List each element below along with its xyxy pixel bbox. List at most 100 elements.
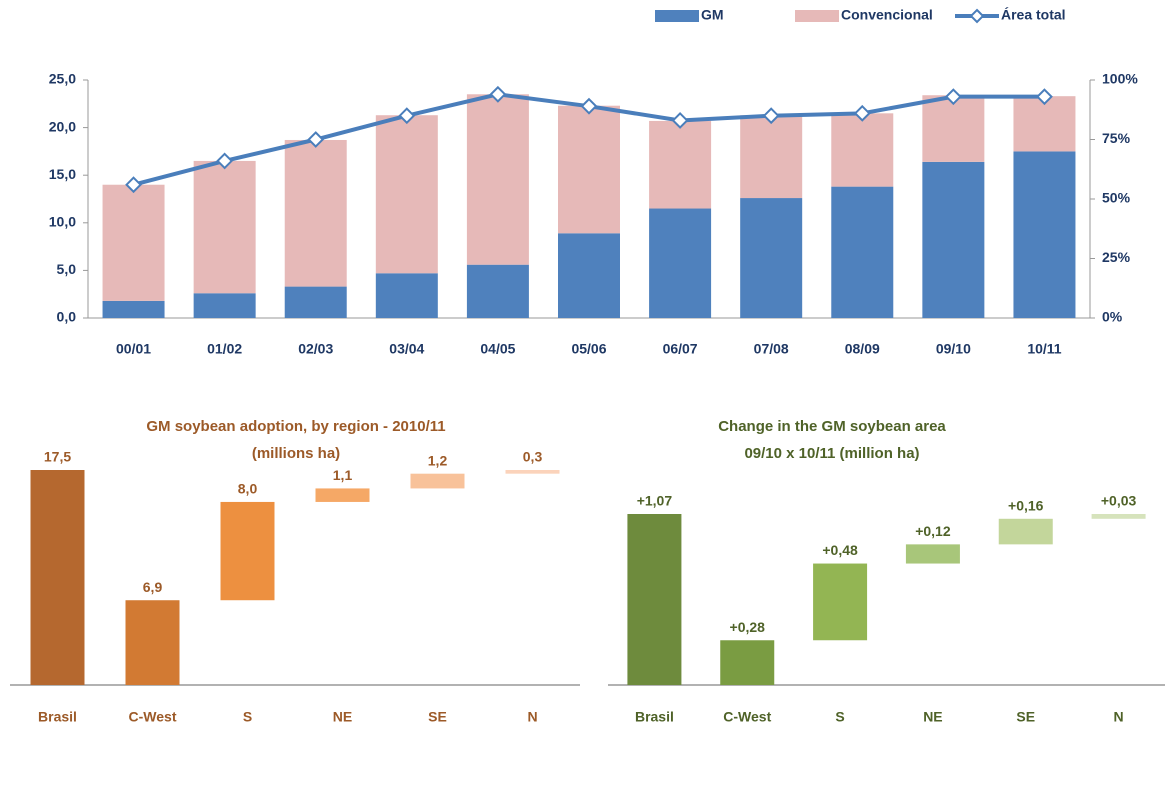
bar <box>410 473 465 489</box>
bar <box>220 501 275 601</box>
bar <box>505 470 560 474</box>
y2-tick-label: 100% <box>1102 71 1138 87</box>
line-marker <box>489 85 507 103</box>
bar <box>1091 514 1146 519</box>
legend-swatch <box>969 8 985 24</box>
bar-segment <box>558 105 620 234</box>
x-tick-label: 04/05 <box>480 341 515 357</box>
value-label: 1,1 <box>333 467 353 483</box>
legend-label: Área total <box>1001 7 1066 23</box>
bar-segment <box>466 264 529 318</box>
y2-tick-label: 50% <box>1102 190 1131 206</box>
value-label: 1,2 <box>428 452 448 468</box>
x-tick-label: 06/07 <box>663 341 698 357</box>
x-tick-label: 10/11 <box>1027 341 1061 357</box>
bar <box>315 488 370 502</box>
y-tick-label: 0,0 <box>57 309 77 325</box>
legend-swatch <box>655 10 699 22</box>
x-tick-label: Brasil <box>635 709 674 725</box>
bar-segment <box>649 208 712 318</box>
bar-segment <box>1013 96 1076 152</box>
legend-label: GM <box>701 7 724 23</box>
bar <box>720 640 775 685</box>
bar <box>125 600 180 685</box>
x-tick-label: 03/04 <box>389 341 424 357</box>
x-tick-label: SE <box>428 709 447 725</box>
line-marker <box>398 107 416 125</box>
x-tick-label: S <box>243 709 252 725</box>
bar-segment <box>831 113 894 187</box>
bar-segment <box>1013 151 1076 318</box>
line-marker <box>307 131 325 148</box>
bar-segment <box>284 139 347 287</box>
value-label: +0,16 <box>1008 497 1044 513</box>
x-tick-label: Brasil <box>38 709 77 725</box>
y-tick-label: 10,0 <box>49 214 76 230</box>
line-marker <box>762 107 780 125</box>
bar-segment <box>375 273 438 318</box>
bar <box>813 563 868 641</box>
y2-tick-label: 75% <box>1102 130 1131 146</box>
bar-segment <box>740 198 803 318</box>
x-tick-label: 09/10 <box>936 341 971 357</box>
bar-segment <box>193 293 256 318</box>
x-tick-label: S <box>835 709 844 725</box>
bar <box>627 514 682 685</box>
x-tick-label: 07/08 <box>754 341 789 357</box>
bar <box>905 544 960 564</box>
line-marker <box>125 176 142 194</box>
value-label: +0,03 <box>1101 493 1137 509</box>
x-tick-label: 05/06 <box>571 341 606 357</box>
line-marker <box>671 112 689 129</box>
x-tick-label: 00/01 <box>116 341 151 357</box>
line-marker <box>1036 88 1053 106</box>
y-tick-label: 15,0 <box>49 166 76 182</box>
chart-subtitle: (millions ha) <box>252 445 340 462</box>
bar-segment <box>466 94 529 265</box>
x-tick-label: SE <box>1016 709 1035 725</box>
y-tick-label: 25,0 <box>49 71 76 87</box>
legend-swatch <box>795 10 839 22</box>
y-tick-label: 20,0 <box>49 118 76 134</box>
value-label: +0,28 <box>730 619 766 635</box>
bar-segment <box>922 95 985 162</box>
bar-segment <box>102 300 165 318</box>
chart-subtitle: 09/10 x 10/11 (million ha) <box>744 445 919 462</box>
chart-title: GM soybean adoption, by region - 2010/11 <box>146 418 445 435</box>
bar-segment <box>375 115 438 274</box>
chart-title: Change in the GM soybean area <box>718 418 946 435</box>
x-tick-label: NE <box>923 709 942 725</box>
value-label: 0,3 <box>523 449 543 465</box>
value-label: 17,5 <box>44 449 71 465</box>
x-tick-label: C-West <box>129 709 177 725</box>
bar-segment <box>922 161 985 318</box>
value-label: 8,0 <box>238 481 258 497</box>
x-tick-label: 01/02 <box>207 341 242 357</box>
value-label: +0,12 <box>915 523 951 539</box>
x-tick-label: N <box>527 709 537 725</box>
legend-label: Convencional <box>841 7 933 23</box>
line-marker <box>216 152 234 170</box>
bar-segment <box>740 115 803 199</box>
value-label: +1,07 <box>637 493 673 509</box>
bar <box>998 518 1053 545</box>
bar-segment <box>831 186 894 318</box>
line-marker <box>853 104 871 122</box>
line-marker <box>580 97 598 115</box>
bar-segment <box>193 160 256 294</box>
value-label: +0,48 <box>822 542 858 558</box>
bar-segment <box>102 184 165 301</box>
bar-segment <box>558 233 620 318</box>
bar-segment <box>284 286 347 318</box>
value-label: 6,9 <box>143 579 163 595</box>
bar-segment <box>649 120 712 209</box>
x-tick-label: N <box>1114 709 1124 725</box>
x-tick-label: NE <box>333 709 352 725</box>
bar <box>30 470 85 685</box>
x-tick-label: 08/09 <box>845 341 880 357</box>
y2-tick-label: 0% <box>1102 309 1123 325</box>
y-tick-label: 5,0 <box>57 261 77 277</box>
y2-tick-label: 25% <box>1102 249 1131 265</box>
x-tick-label: 02/03 <box>298 341 333 357</box>
